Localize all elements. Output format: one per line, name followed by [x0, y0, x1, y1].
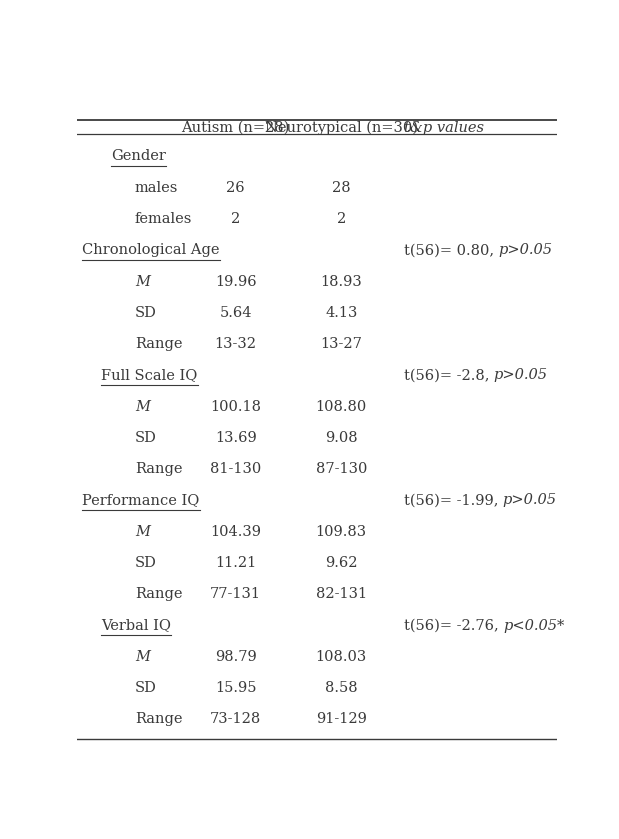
Text: Neurotypical (n=30): Neurotypical (n=30)	[265, 121, 418, 135]
Text: t(56)= -2.76,: t(56)= -2.76,	[404, 618, 503, 633]
Text: 91-129: 91-129	[316, 712, 366, 727]
Text: 13-27: 13-27	[320, 337, 362, 351]
Text: 109.83: 109.83	[316, 524, 367, 539]
Text: M: M	[135, 524, 150, 539]
Text: SD: SD	[135, 681, 157, 696]
Text: p>0.05: p>0.05	[494, 368, 548, 383]
Text: p<0.05*: p<0.05*	[503, 618, 565, 633]
Text: 18.93: 18.93	[321, 274, 362, 289]
Text: Verbal IQ: Verbal IQ	[102, 618, 171, 633]
Text: Range: Range	[135, 712, 183, 727]
Text: Performance IQ: Performance IQ	[82, 493, 199, 508]
Text: t(56)= -2.8,: t(56)= -2.8,	[404, 368, 494, 383]
Text: Chronological Age: Chronological Age	[82, 243, 220, 258]
Text: 9.08: 9.08	[325, 431, 358, 445]
Text: 13.69: 13.69	[215, 431, 256, 445]
Text: 2: 2	[337, 212, 346, 226]
Text: M: M	[135, 399, 150, 414]
Text: 73-128: 73-128	[210, 712, 261, 727]
Text: M: M	[135, 274, 150, 289]
Text: 8.58: 8.58	[325, 681, 358, 696]
Text: Gender: Gender	[111, 149, 166, 164]
Text: 108.03: 108.03	[316, 650, 367, 664]
Text: 11.21: 11.21	[215, 556, 256, 570]
Text: 15.95: 15.95	[215, 681, 256, 696]
Text: 5.64: 5.64	[219, 305, 252, 320]
Text: Autism (n=28): Autism (n=28)	[181, 121, 290, 135]
Text: 2: 2	[231, 212, 240, 226]
Text: 9.62: 9.62	[325, 556, 358, 570]
Text: males: males	[135, 180, 178, 195]
Text: Range: Range	[135, 587, 183, 602]
Text: t(56)= -1.99,: t(56)= -1.99,	[404, 493, 503, 508]
Text: 13-32: 13-32	[215, 337, 257, 351]
Text: 28: 28	[332, 180, 350, 195]
Text: SD: SD	[135, 305, 157, 320]
Text: 98.79: 98.79	[215, 650, 256, 664]
Text: 77-131: 77-131	[210, 587, 261, 602]
Text: t&p values: t&p values	[404, 121, 483, 135]
Text: Range: Range	[135, 337, 183, 351]
Text: SD: SD	[135, 556, 157, 570]
Text: 100.18: 100.18	[210, 399, 261, 414]
Text: 26: 26	[227, 180, 245, 195]
Text: SD: SD	[135, 431, 157, 445]
Text: 87-130: 87-130	[316, 462, 367, 477]
Text: 19.96: 19.96	[215, 274, 256, 289]
Text: p>0.05: p>0.05	[498, 243, 552, 258]
Text: 104.39: 104.39	[210, 524, 261, 539]
Text: t(56)= 0.80,: t(56)= 0.80,	[404, 243, 498, 258]
Text: 81-130: 81-130	[210, 462, 261, 477]
Text: Range: Range	[135, 462, 183, 477]
Text: 4.13: 4.13	[325, 305, 357, 320]
Text: Full Scale IQ: Full Scale IQ	[102, 368, 197, 383]
Text: p>0.05: p>0.05	[503, 493, 556, 508]
Text: females: females	[135, 212, 193, 226]
Text: 108.80: 108.80	[316, 399, 367, 414]
Text: 82-131: 82-131	[316, 587, 367, 602]
Text: M: M	[135, 650, 150, 664]
